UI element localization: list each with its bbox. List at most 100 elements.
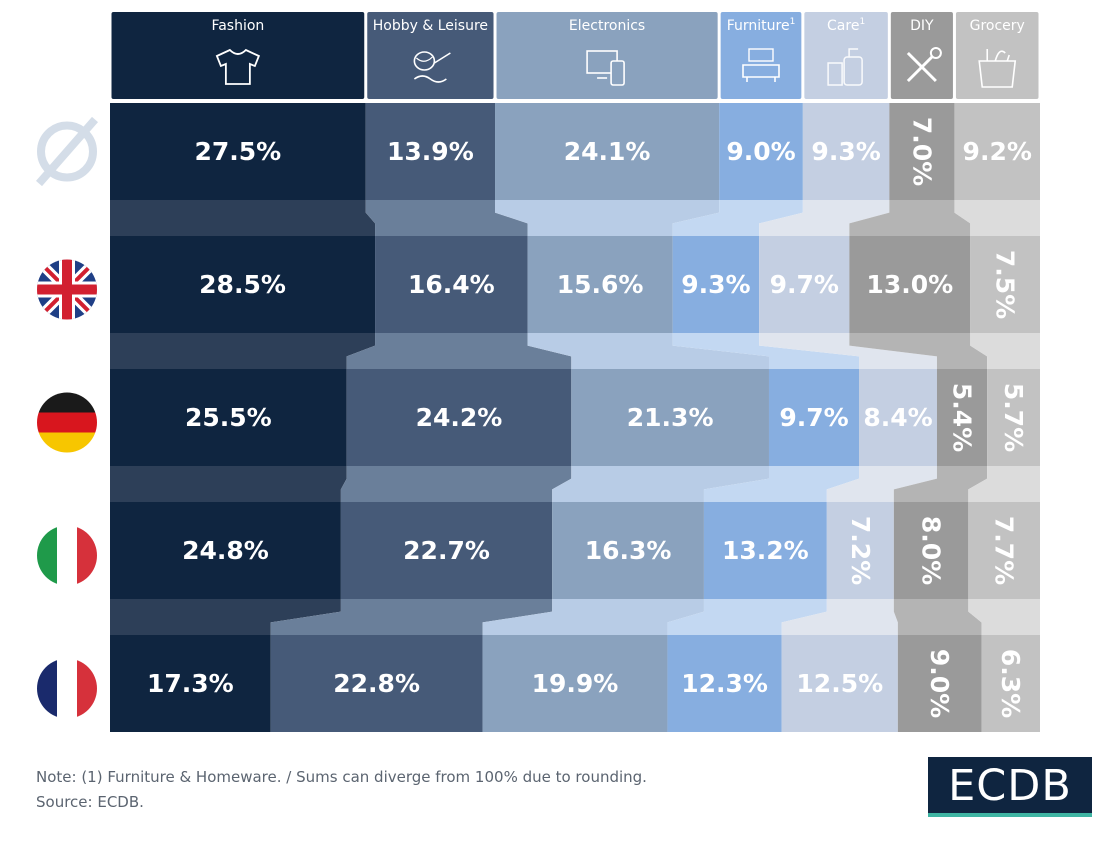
connector-fashion-1 xyxy=(110,200,376,236)
bar-france-furniture xyxy=(667,635,782,732)
bar-average-electronics xyxy=(495,103,720,200)
bar-rows: 27.5% 13.9% 24.1% 9.0% 9.3% 7.0% 9.2% 28.5% 16.4… xyxy=(110,103,1040,732)
category-headers: Fashion Hobby & Leisure Electronics Furnitu… xyxy=(111,12,1039,99)
data-label-germany-care: 8.4% xyxy=(863,403,932,432)
header-box-electronics xyxy=(496,12,718,99)
connector-diy-2 xyxy=(849,333,988,369)
care-bottles-icon xyxy=(827,48,863,86)
average-symbol-icon xyxy=(35,116,99,187)
header-box-care xyxy=(804,12,888,99)
data-label-italy-grocery: 7.7% xyxy=(990,516,1019,585)
row-connectors xyxy=(110,200,1040,635)
data-label-germany-hobby-leisure: 24.2% xyxy=(416,403,503,432)
header-diy: DIY xyxy=(890,12,953,99)
data-label-italy-hobby-leisure: 22.7% xyxy=(403,536,490,565)
bar-france-fashion xyxy=(110,635,271,732)
sofa-icon xyxy=(742,48,780,82)
connector-hobby-leisure-3 xyxy=(340,466,572,502)
header-label-grocery: Grocery xyxy=(970,18,1025,34)
bar-italy-fashion xyxy=(110,502,341,599)
data-label-france-fashion: 17.3% xyxy=(147,669,234,698)
connector-diy-1 xyxy=(849,200,971,236)
connector-grocery-1 xyxy=(954,200,1040,236)
bar-france-diy xyxy=(897,635,982,732)
header-label-hobby-leisure: Hobby & Leisure xyxy=(373,18,488,34)
bar-germany-fashion xyxy=(110,369,347,466)
connector-hobby-leisure-1 xyxy=(365,200,528,236)
france-flag-icon xyxy=(37,658,97,719)
data-label-italy-fashion: 24.8% xyxy=(182,536,269,565)
connector-grocery-2 xyxy=(970,333,1040,369)
bar-united-kingdom-furniture xyxy=(672,236,760,333)
connector-grocery-4 xyxy=(968,599,1040,635)
connector-electronics-1 xyxy=(495,200,720,236)
grocery-bag-icon xyxy=(978,49,1017,88)
connector-electronics-2 xyxy=(527,333,769,369)
bar-average-diy xyxy=(889,103,955,200)
bar-france-hobby-leisure xyxy=(270,635,483,732)
bar-france-electronics xyxy=(482,635,668,732)
bar-average-furniture xyxy=(719,103,803,200)
connector-fashion-4 xyxy=(110,599,341,635)
bar-united-kingdom-electronics xyxy=(527,236,673,333)
connector-diy-4 xyxy=(893,599,982,635)
header-grocery: Grocery xyxy=(955,12,1039,99)
connector-fashion-2 xyxy=(110,333,376,369)
bar-france-care xyxy=(781,635,898,732)
data-label-france-electronics: 19.9% xyxy=(532,669,619,698)
chart-footnote: Note: (1) Furniture & Homeware. / Sums c… xyxy=(36,765,647,815)
data-label-united-kingdom-grocery: 7.5% xyxy=(991,250,1020,319)
connector-electronics-3 xyxy=(552,466,769,502)
italy-flag-icon xyxy=(37,525,97,586)
data-label-united-kingdom-hobby-leisure: 16.4% xyxy=(408,270,495,299)
header-box-diy xyxy=(890,12,953,99)
bar-average-hobby-leisure xyxy=(365,103,496,200)
bar-france-grocery xyxy=(981,635,1040,732)
header-label-care: Care1 xyxy=(827,17,865,34)
header-box-furniture xyxy=(720,12,802,99)
header-label-electronics: Electronics xyxy=(569,18,645,34)
connector-fashion-3 xyxy=(110,466,347,502)
header-box-hobby-leisure xyxy=(367,12,494,99)
data-label-average-hobby-leisure: 13.9% xyxy=(387,137,474,166)
data-label-average-grocery: 9.2% xyxy=(963,137,1032,166)
header-label-diy: DIY xyxy=(910,18,934,34)
data-label-united-kingdom-fashion: 28.5% xyxy=(199,270,286,299)
data-label-italy-furniture: 13.2% xyxy=(722,536,809,565)
bar-united-kingdom-care xyxy=(759,236,850,333)
data-label-italy-diy: 8.0% xyxy=(917,516,946,585)
header-hobby-leisure: Hobby & Leisure xyxy=(367,12,494,99)
data-label-germany-electronics: 21.3% xyxy=(627,403,714,432)
data-label-united-kingdom-diy: 13.0% xyxy=(866,270,953,299)
data-label-france-hobby-leisure: 22.8% xyxy=(333,669,420,698)
connector-furniture-4 xyxy=(667,599,827,635)
data-label-average-electronics: 24.1% xyxy=(564,137,651,166)
connector-care-3 xyxy=(826,466,937,502)
data-label-united-kingdom-electronics: 15.6% xyxy=(557,270,644,299)
data-label-germany-diy: 5.4% xyxy=(948,383,977,452)
connector-hobby-leisure-4 xyxy=(270,599,553,635)
row-icons xyxy=(35,116,99,719)
uk-flag-icon xyxy=(37,259,97,320)
data-label-france-care: 12.5% xyxy=(796,669,883,698)
connector-furniture-2 xyxy=(672,333,860,369)
connector-electronics-4 xyxy=(482,599,704,635)
bar-italy-furniture xyxy=(703,502,827,599)
data-label-germany-furniture: 9.7% xyxy=(779,403,848,432)
connector-hobby-leisure-2 xyxy=(346,333,572,369)
footnote-text: Note: (1) Furniture & Homeware. / Sums c… xyxy=(36,768,647,786)
connector-grocery-3 xyxy=(968,466,1040,502)
devices-icon xyxy=(586,50,625,86)
bar-average-grocery xyxy=(954,103,1040,200)
connector-care-2 xyxy=(759,333,937,369)
tshirt-icon xyxy=(215,48,261,85)
bar-italy-electronics xyxy=(552,502,704,599)
bar-germany-electronics xyxy=(571,369,769,466)
bar-average-care xyxy=(802,103,890,200)
bar-germany-care xyxy=(859,369,937,466)
bar-united-kingdom-grocery xyxy=(970,236,1040,333)
header-label-furniture: Furniture1 xyxy=(727,17,796,34)
data-label-average-fashion: 27.5% xyxy=(195,137,282,166)
bar-germany-diy xyxy=(936,369,988,466)
data-label-germany-fashion: 25.5% xyxy=(185,403,272,432)
